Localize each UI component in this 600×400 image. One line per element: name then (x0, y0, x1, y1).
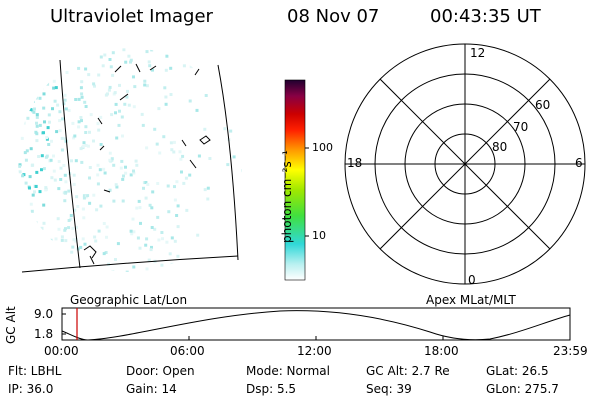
colorbar (284, 79, 306, 281)
altitude-xtick-0600: 06:00 (170, 344, 205, 358)
altitude-xticks (188, 336, 444, 340)
info-mode: Mode: Normal (246, 364, 330, 378)
coastline-fragments (83, 63, 211, 265)
lat-label-80: 80 (492, 140, 508, 154)
altitude-xtick-1800: 18:00 (424, 344, 459, 358)
altitude-plot-frame (61, 307, 571, 341)
mlt-label-0: 0 (468, 273, 476, 287)
colorbar-ticks (305, 147, 309, 237)
info-glat: GLat: 26.5 (486, 364, 549, 378)
altitude-xtick-2359: 23:59 (553, 344, 588, 358)
altitude-curve (61, 310, 571, 341)
emission-speckle (18, 48, 242, 272)
info-gain: Gain: 14 (126, 382, 177, 396)
time-label: 00:43:35 UT (430, 6, 541, 27)
info-flt: Flt: LBHL (8, 364, 62, 378)
polar-plot (344, 43, 586, 285)
lat-label-70: 70 (513, 120, 529, 134)
info-seq: Seq: 39 (366, 382, 412, 396)
mlt-label-18: 18 (347, 156, 363, 170)
info-glon: GLon: 275.7 (486, 382, 559, 396)
mlt-label-6: 6 (575, 156, 583, 170)
altitude-ylabel: GC Alt (4, 306, 18, 344)
geographic-panel-label: Geographic Lat/Lon (70, 293, 188, 307)
instrument-title: Ultraviolet Imager (50, 6, 213, 27)
apex-panel-label: Apex MLat/MLT (426, 293, 516, 307)
geographic-grid (21, 59, 239, 273)
altitude-yticks (62, 313, 66, 335)
altitude-xtick-0000: 00:00 (44, 344, 79, 358)
date-label: 08 Nov 07 (287, 6, 380, 27)
info-dsp: Dsp: 5.5 (246, 382, 297, 396)
altitude-ytick-1-8: 1.8 (34, 327, 54, 341)
colorbar-tick-10: 10 (312, 229, 326, 242)
info-ip: IP: 36.0 (8, 382, 54, 396)
altitude-ytick-9: 9.0 (34, 307, 54, 321)
info-gc-alt: GC Alt: 2.7 Re (366, 364, 450, 378)
info-door: Door: Open (126, 364, 195, 378)
lat-label-60: 60 (535, 98, 551, 112)
mlt-label-12: 12 (470, 46, 486, 60)
altitude-xtick-1200: 12:00 (297, 344, 332, 358)
colorbar-label: photon cm⁻²s⁻¹ (280, 150, 294, 243)
colorbar-tick-100: 100 (312, 141, 333, 154)
